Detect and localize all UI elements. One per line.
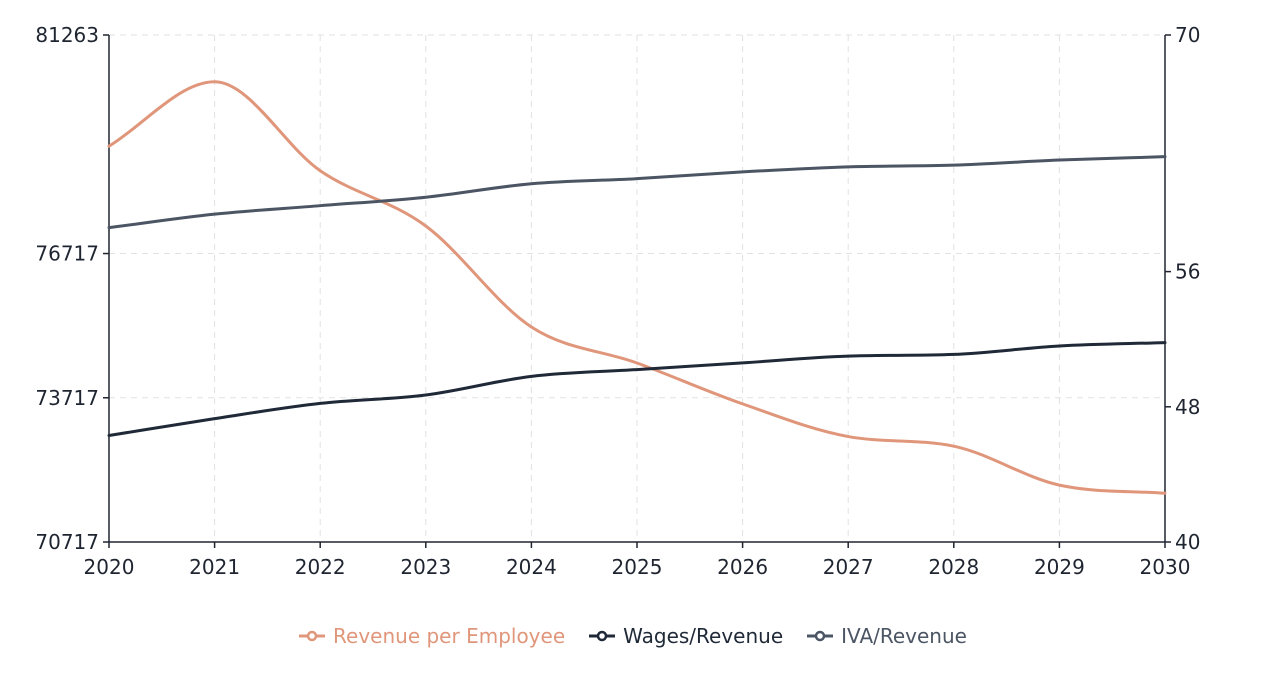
x-tick-label: 2026	[717, 555, 768, 579]
legend-item-wages-revenue[interactable]: Wages/Revenue	[587, 624, 783, 648]
y-left-tick-label: 81263	[35, 23, 99, 47]
y-right-tick-label: 70	[1175, 23, 1200, 47]
y-left-tick-label: 70717	[35, 530, 99, 554]
legend-item-iva-revenue[interactable]: IVA/Revenue	[805, 624, 967, 648]
legend-label: IVA/Revenue	[841, 624, 967, 648]
axes	[103, 34, 1171, 548]
legend-label: Revenue per Employee	[333, 624, 566, 648]
y-right-tick-label: 48	[1175, 395, 1200, 419]
legend: Revenue per Employee Wages/Revenue IVA/Rev…	[0, 624, 1264, 648]
legend-marker-icon	[589, 630, 616, 642]
x-tick-label: 2025	[612, 555, 663, 579]
series-line-revenue-per-employee	[107, 80, 1167, 495]
y-right-tick-label: 40	[1175, 530, 1200, 554]
legend-marker-icon	[807, 630, 834, 642]
x-tick-label: 2021	[189, 555, 240, 579]
x-tick-label: 2027	[823, 555, 874, 579]
y-left-tick-label: 73717	[35, 386, 99, 410]
x-tick-label: 2022	[295, 555, 346, 579]
x-tick-label: 2030	[1140, 555, 1191, 579]
y-left-tick-label: 76717	[35, 242, 99, 266]
legend-marker-icon	[299, 630, 326, 642]
line-chart: 2020 2021 2022 2023 2024 2025 2026 2027 2028 2029…	[35, 23, 1200, 579]
series-line-wages-revenue	[107, 341, 1167, 438]
y-right-tick-label: 56	[1175, 260, 1200, 284]
legend-item-revenue-per-employee[interactable]: Revenue per Employee	[297, 624, 565, 648]
series-lines	[107, 80, 1167, 495]
series-line-iva-revenue	[107, 155, 1167, 230]
x-tick-label: 2029	[1034, 555, 1085, 579]
x-tick-label: 2020	[84, 555, 135, 579]
x-tick-label: 2028	[928, 555, 979, 579]
legend-label: Wages/Revenue	[623, 624, 784, 648]
tick-labels: 2020 2021 2022 2023 2024 2025 2026 2027 2028 2029…	[35, 23, 1200, 579]
x-tick-label: 2023	[400, 555, 451, 579]
x-tick-label: 2024	[506, 555, 557, 579]
